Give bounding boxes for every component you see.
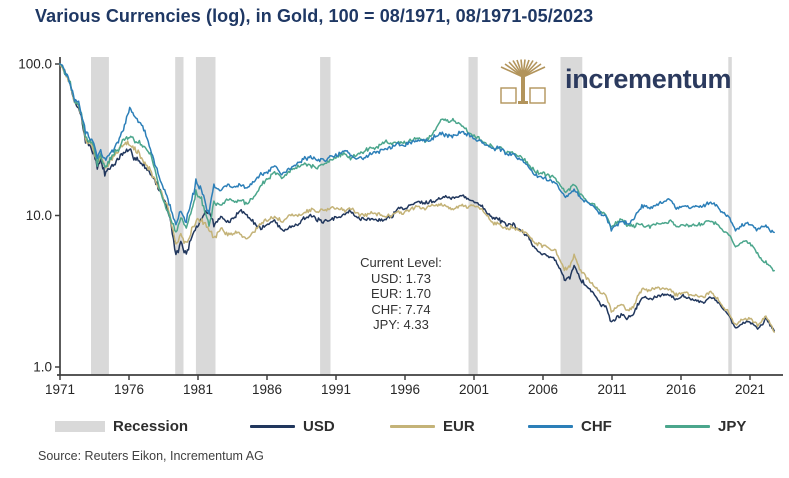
x-tick-label: 2011 — [597, 382, 626, 397]
usd-line-swatch — [250, 424, 295, 428]
legend-item-usd: USD — [250, 415, 335, 437]
recession-band-4 — [468, 57, 478, 375]
recession-band-6 — [728, 57, 732, 375]
legend-label-usd: USD — [303, 417, 335, 435]
chf-line-swatch — [528, 424, 573, 428]
x-tick-label: 2001 — [459, 382, 489, 397]
current-level-annotation: Current Level: USD: 1.73 EUR: 1.70 CHF: … — [340, 255, 462, 333]
annotation-title: Current Level: — [360, 255, 442, 270]
recession-band-3 — [320, 57, 331, 375]
legend: Recession USD EUR CHF JPY — [0, 415, 789, 437]
series-path-chf — [59, 63, 775, 234]
annotation-chf: CHF: 7.74 — [371, 301, 431, 317]
legend-item-recession: Recession — [55, 415, 188, 437]
legend-label-chf: CHF — [581, 417, 612, 435]
legend-label-recession: Recession — [113, 417, 189, 435]
jpy-line-swatch — [665, 424, 710, 428]
incrementum-logo: incrementum — [498, 58, 758, 108]
legend-label-jpy: JPY — [718, 417, 747, 435]
recession-band-5 — [560, 57, 583, 375]
chart-title: Various Currencies (log), in Gold, 100 =… — [35, 6, 594, 26]
x-tick-label: 1996 — [390, 382, 420, 397]
series-path-jpy — [59, 63, 775, 272]
x-tick-label: 1981 — [183, 382, 213, 397]
legend-item-jpy: JPY — [665, 415, 746, 437]
recession-band-0 — [91, 57, 109, 375]
annotation-usd: USD: 1.73 — [371, 270, 431, 286]
x-tick-label: 2016 — [666, 382, 696, 397]
x-tick-label: 1986 — [252, 382, 282, 397]
series-path-eur — [59, 63, 775, 333]
x-tick-label: 1971 — [45, 382, 75, 397]
y-tick-label: 100.0 — [18, 57, 52, 72]
x-tick-label: 1976 — [114, 382, 144, 397]
logo-wordmark: incrementum — [565, 64, 732, 94]
y-tick-label: 1.0 — [33, 360, 52, 375]
gold-tree-icon — [500, 59, 546, 104]
eur-line-swatch — [390, 424, 435, 428]
x-tick-label: 2006 — [528, 382, 558, 397]
x-tick-label: 1991 — [321, 382, 351, 397]
legend-item-eur: EUR — [390, 415, 475, 437]
annotation-jpy: JPY: 4.33 — [373, 317, 429, 332]
x-tick-label: 2021 — [735, 382, 765, 397]
annotation-eur: EUR: 1.70 — [371, 286, 431, 301]
recession-swatch — [55, 420, 105, 432]
source-note: Source: Reuters Eikon, Incrementum AG — [38, 449, 264, 463]
y-tick-label: 10.0 — [26, 208, 52, 223]
legend-item-chf: CHF — [528, 415, 612, 437]
legend-label-eur: EUR — [443, 417, 475, 435]
series-path-usd — [59, 63, 775, 332]
